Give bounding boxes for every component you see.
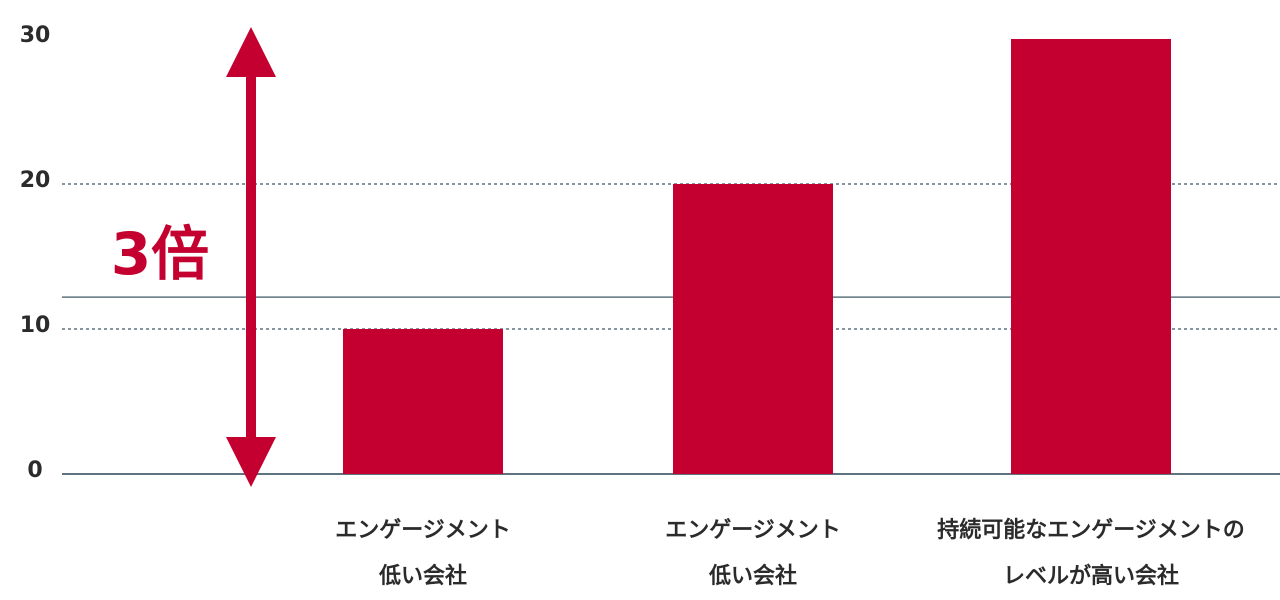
x-tick-label: エンゲージメント [665, 518, 841, 543]
bar [343, 329, 503, 474]
bar [673, 184, 833, 474]
x-tick-label: 持続可能なエンゲージメントの [937, 517, 1245, 543]
x-tick-label: レベルが高い会社 [1003, 563, 1179, 589]
y-tick-label: 20 [20, 168, 51, 193]
annotation: 3倍 [111, 220, 209, 288]
y-tick-label: 10 [20, 313, 51, 338]
bar [1011, 39, 1171, 474]
x-tick-label: 低い会社 [708, 563, 797, 589]
x-tick-label: 低い会社 [378, 563, 467, 589]
x-tick-label: エンゲージメント [335, 518, 511, 543]
y-tick-label: 0 [27, 458, 42, 483]
y-tick-label: 30 [20, 23, 51, 48]
